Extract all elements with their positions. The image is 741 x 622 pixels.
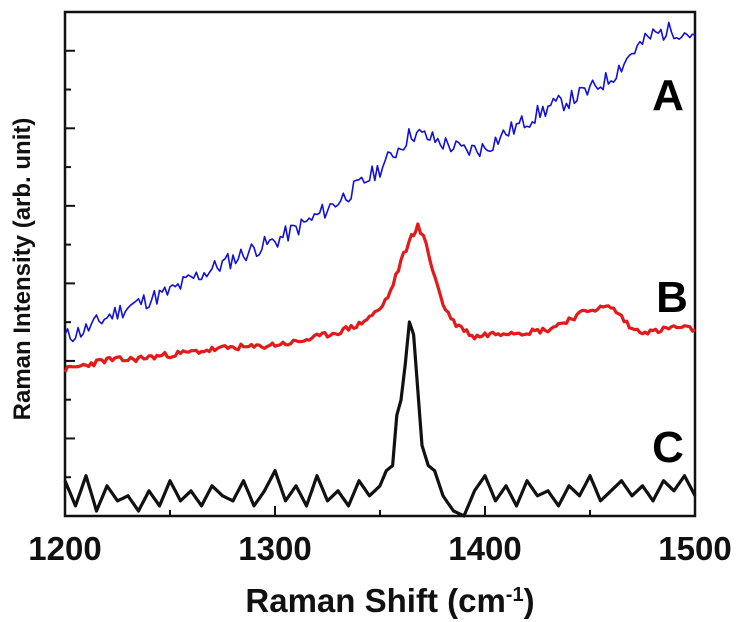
x-axis-title: Raman Shift (cm-1) — [245, 582, 534, 619]
x-tick-label-1200: 1200 — [28, 530, 101, 567]
x-tick-label-1300: 1300 — [238, 530, 311, 567]
axis-ticks — [64, 49, 696, 517]
x-tick-label-1500: 1500 — [658, 530, 731, 567]
series-line-B — [63, 222, 696, 373]
series-label-A: A — [652, 71, 684, 120]
x-axis-title-superscript: -1 — [506, 584, 524, 606]
series-labels: A B C — [652, 71, 688, 472]
series-label-B: B — [656, 273, 688, 322]
series-label-C: C — [652, 423, 684, 472]
x-tick-label-1400: 1400 — [448, 530, 521, 567]
x-tick-labels: 1200 1300 1400 1500 — [28, 530, 731, 567]
x-axis-title-close: ) — [524, 582, 535, 619]
y-axis-title: Raman Intensity (arb. unit) — [9, 118, 36, 421]
series-line-C — [63, 320, 697, 518]
series-line-A — [64, 21, 696, 343]
x-axis-title-main: Raman Shift (cm — [245, 582, 505, 619]
series-layer — [63, 21, 697, 518]
